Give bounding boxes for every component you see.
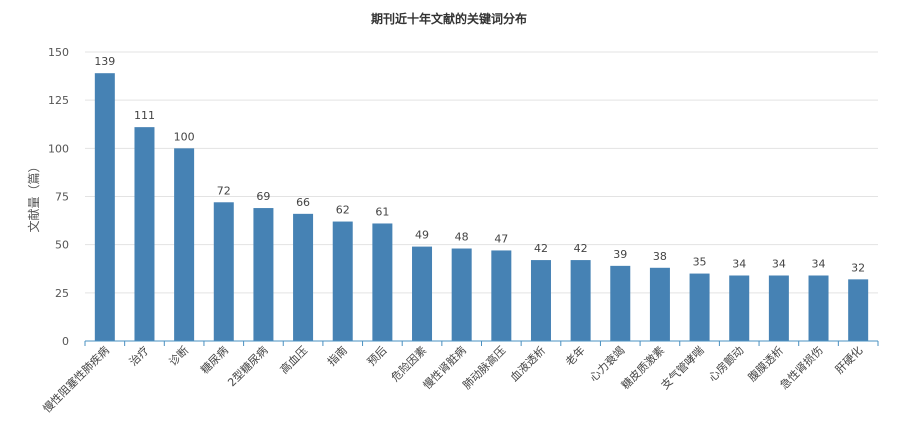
data-label: 61 [375,205,389,218]
x-category-label: 腹膜透析 [745,343,786,384]
y-tick-label: 150 [48,46,69,59]
data-label: 111 [134,109,155,122]
x-category-label: 急性肾损伤 [777,343,826,392]
x-category-label: 预后 [365,344,390,369]
bar [94,73,115,342]
x-category-label: 治疗 [126,343,151,368]
data-label: 66 [296,196,310,209]
data-label: 34 [812,257,826,270]
x-category-label: 支气管哮喘 [658,343,707,392]
bar [174,148,195,341]
y-tick-label: 125 [48,94,69,107]
bar-layer [94,73,869,342]
chart-title: 期刊近十年文献的关键词分布 [370,12,527,26]
bar [530,260,551,341]
y-tick-label: 50 [55,239,69,252]
data-label: 32 [851,261,865,274]
bar [808,275,829,341]
bar [570,260,591,341]
bar [412,246,433,341]
data-label: 62 [336,204,350,217]
x-category-label: 高血压 [277,343,310,376]
data-label: 72 [217,184,231,197]
data-label: 139 [94,55,115,68]
bar [848,279,869,341]
bar [451,248,472,341]
x-category-label: 危险因素 [388,343,429,384]
data-label: 42 [534,242,548,255]
data-label: 34 [732,257,746,270]
data-label: 47 [494,232,508,245]
x-category-label: 血液透析 [507,343,548,384]
y-tick-label: 0 [62,335,69,348]
bar [491,250,512,341]
bar [134,127,155,341]
bar [729,275,750,341]
x-category-label: 指南 [324,343,349,368]
bar [689,273,710,341]
data-label-layer: 139 111 100 72 69 66 62 61 49 48 47 42 42 39 38 35 34 34 3… [94,55,865,274]
y-axis: 0 25 50 75 100 125 150 [48,46,69,348]
x-category-label: 糖尿病 [198,343,231,376]
bar [332,221,353,341]
y-axis-title: 文献量（篇） [26,160,41,232]
y-tick-label: 100 [48,142,69,155]
x-category-label: 心力衰竭 [586,343,627,384]
bar [253,208,274,341]
bar [213,202,234,341]
x-category-label: 慢性阻塞性肺疾病 [40,343,112,415]
x-category-label: 心房颤动 [705,343,746,384]
data-label: 69 [256,190,270,203]
x-category-label: 诊断 [166,343,191,368]
data-label: 42 [574,242,588,255]
data-label: 48 [455,231,469,244]
data-label: 49 [415,229,429,242]
data-label: 39 [613,248,627,261]
bar [293,213,314,341]
bar [768,275,789,341]
grid-layer [85,51,878,294]
bar [610,265,631,341]
data-label: 38 [653,250,667,263]
bar [649,267,670,341]
data-label: 100 [174,130,195,143]
x-category-label: 老年 [562,343,587,368]
data-label: 34 [772,257,786,270]
x-category-label: 肝硬化 [832,343,865,376]
y-tick-label: 25 [55,287,69,300]
bar [372,223,393,341]
y-tick-label: 75 [55,191,69,204]
x-category-label: 2型糖尿病 [225,343,271,389]
data-label: 35 [693,256,707,269]
x-category-label: 肺动脉高压 [460,343,509,392]
